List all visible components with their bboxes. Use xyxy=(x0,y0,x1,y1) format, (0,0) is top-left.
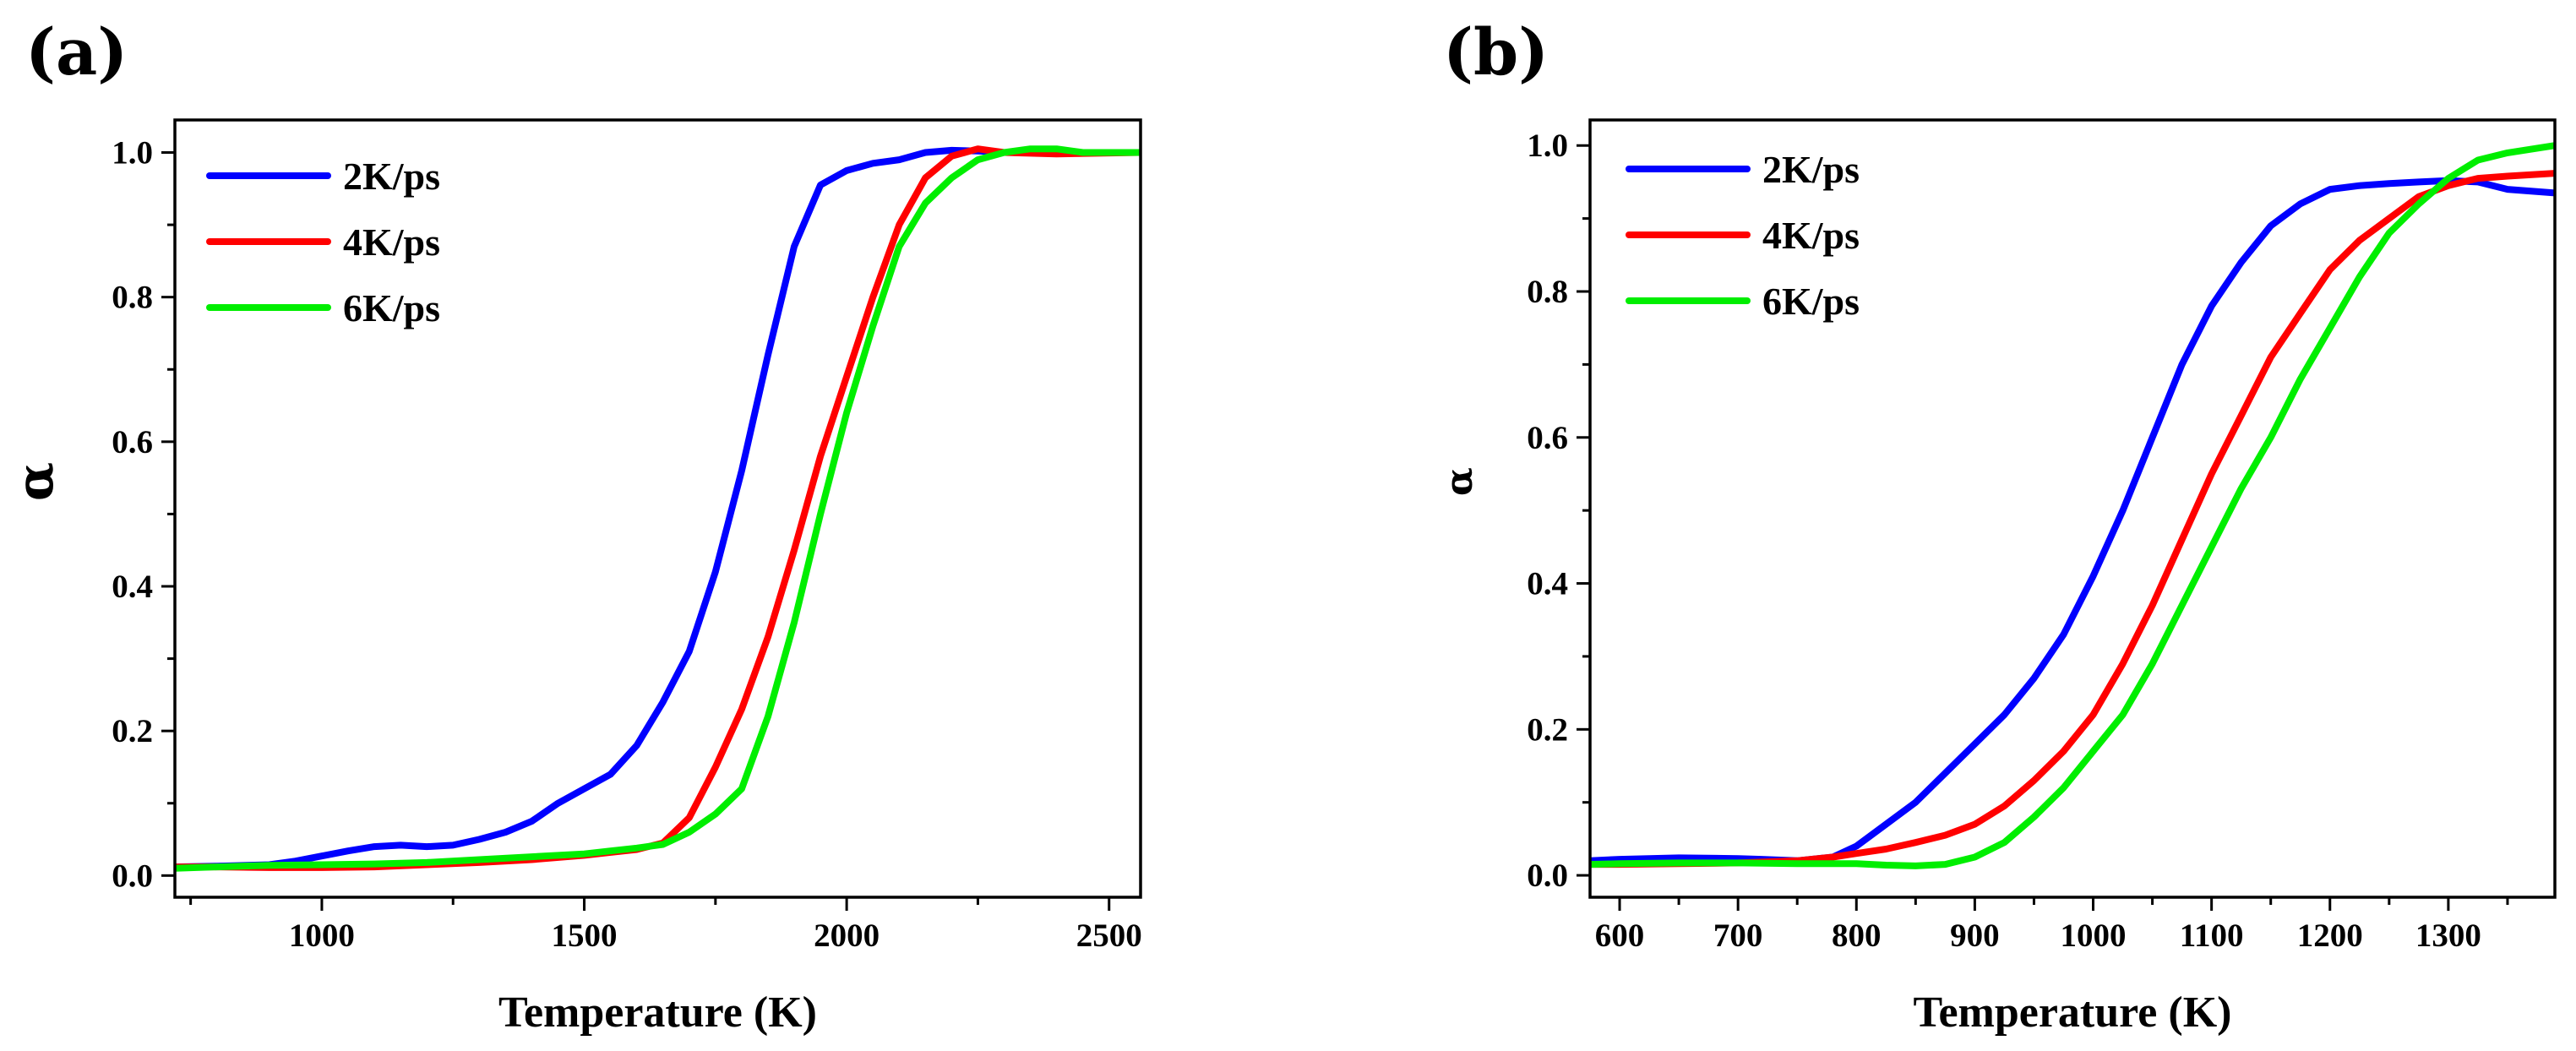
y-tick-label: 0.8 xyxy=(1527,274,1568,310)
plot-frame xyxy=(173,118,1142,899)
x-tick-label: 1300 xyxy=(2415,918,2481,954)
y-tick-label: 0.4 xyxy=(112,569,153,605)
y-tick-label: 0.2 xyxy=(1527,711,1568,748)
x-tick-label: 1000 xyxy=(289,918,355,954)
legend-label-4k-ps: 4K/ps xyxy=(1762,214,1860,257)
y-tick-label: 1.0 xyxy=(112,135,153,172)
legend-label-6k-ps: 6K/ps xyxy=(343,286,440,329)
plot-frame xyxy=(1588,118,2557,899)
x-tick-label: 800 xyxy=(1832,918,1882,954)
y-axis-title: α xyxy=(6,462,65,501)
y-tick-label: 0.0 xyxy=(112,858,153,894)
x-tick-label: 900 xyxy=(1950,918,2000,954)
y-tick-label: 0.0 xyxy=(1527,858,1568,894)
y-tick-label: 1.0 xyxy=(1527,128,1568,164)
series-line-2k-ps xyxy=(1590,177,2555,864)
series-line-4k-ps xyxy=(175,145,1141,871)
series-line-6k-ps xyxy=(175,145,1141,872)
x-tick-label: 1000 xyxy=(2061,918,2127,954)
y-tick-label: 0.2 xyxy=(112,713,153,749)
series-line-2k-ps xyxy=(175,146,1141,871)
y-tick-label: 0.6 xyxy=(1527,420,1568,456)
legend-label-2k-ps: 2K/ps xyxy=(343,155,440,198)
legend-label-4k-ps: 4K/ps xyxy=(343,221,440,264)
y-tick-label: 0.4 xyxy=(1527,566,1568,602)
series-line-4k-ps xyxy=(1590,170,2555,869)
x-tick-label: 600 xyxy=(1595,918,1645,954)
x-tick-label: 2500 xyxy=(1076,918,1142,954)
x-axis-title: Temperature (K) xyxy=(498,988,817,1037)
x-tick-label: 1100 xyxy=(2180,918,2244,954)
y-axis-title: α xyxy=(1438,467,1481,496)
x-tick-label: 1200 xyxy=(2297,918,2363,954)
x-tick-label: 700 xyxy=(1713,918,1763,954)
x-axis-title: Temperature (K) xyxy=(1914,988,2232,1037)
panel-a-label: (a) xyxy=(25,14,128,90)
x-tick-label: 1500 xyxy=(552,918,618,954)
legend-label-6k-ps: 6K/ps xyxy=(1762,280,1860,323)
chart-panel-a: 1000 1500 2000 2500 0.0 0.2 0.4 0.6 0.8 1.0 Temper… xyxy=(6,118,1142,1037)
y-tick-label: 0.8 xyxy=(112,280,153,316)
y-tick-label: 0.6 xyxy=(112,424,153,460)
x-tick-label: 2000 xyxy=(814,918,880,954)
legend-label-2k-ps: 2K/ps xyxy=(1762,148,1860,191)
panel-b-label: (b) xyxy=(1443,14,1549,90)
chart-panel-b: 600 700 800 900 1000 1100 1200 1300 0.0 0.2 0.4 0.6… xyxy=(1438,118,2557,1037)
series-line-6k-ps xyxy=(1590,142,2555,869)
